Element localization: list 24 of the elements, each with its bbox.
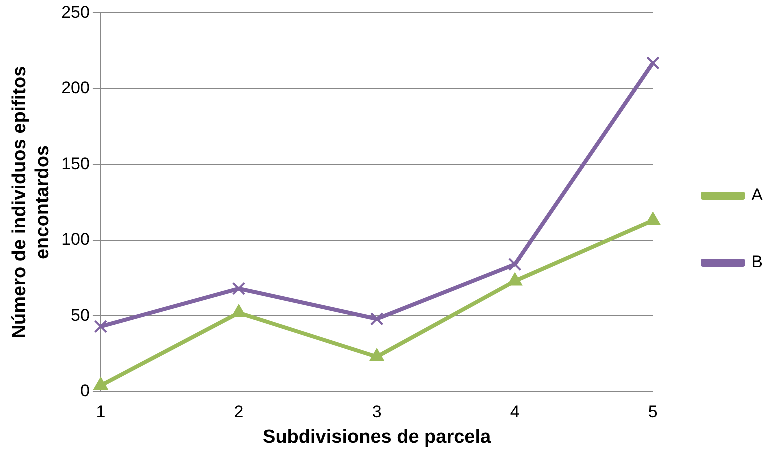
point bbox=[94, 320, 108, 334]
legend-label: B bbox=[752, 252, 764, 272]
y-tick-label: 100 bbox=[62, 230, 90, 250]
y-tick-label: 0 bbox=[80, 381, 90, 400]
point bbox=[508, 258, 522, 272]
point bbox=[646, 212, 661, 226]
y-tick-label: 200 bbox=[62, 78, 90, 98]
legend-label: A bbox=[752, 186, 764, 205]
point bbox=[508, 272, 523, 286]
x-tick-label: 1 bbox=[96, 402, 106, 422]
point bbox=[370, 348, 384, 362]
point bbox=[646, 56, 660, 70]
x-tick-label: 5 bbox=[648, 402, 658, 422]
x-axis-title: Subdivisiones de parcela bbox=[263, 426, 492, 448]
point bbox=[232, 304, 246, 318]
x-tick-label: 2 bbox=[234, 402, 244, 422]
y-axis-title: Número de individuos epifitos encontardos bbox=[10, 66, 54, 339]
x-tick-label: 4 bbox=[510, 402, 520, 422]
x-tick-label: 3 bbox=[372, 402, 382, 422]
point bbox=[370, 312, 384, 326]
y-tick-label: 150 bbox=[62, 154, 90, 174]
y-tick-label: 50 bbox=[71, 306, 90, 325]
y-tick-label: 250 bbox=[62, 2, 90, 22]
point bbox=[232, 282, 246, 296]
